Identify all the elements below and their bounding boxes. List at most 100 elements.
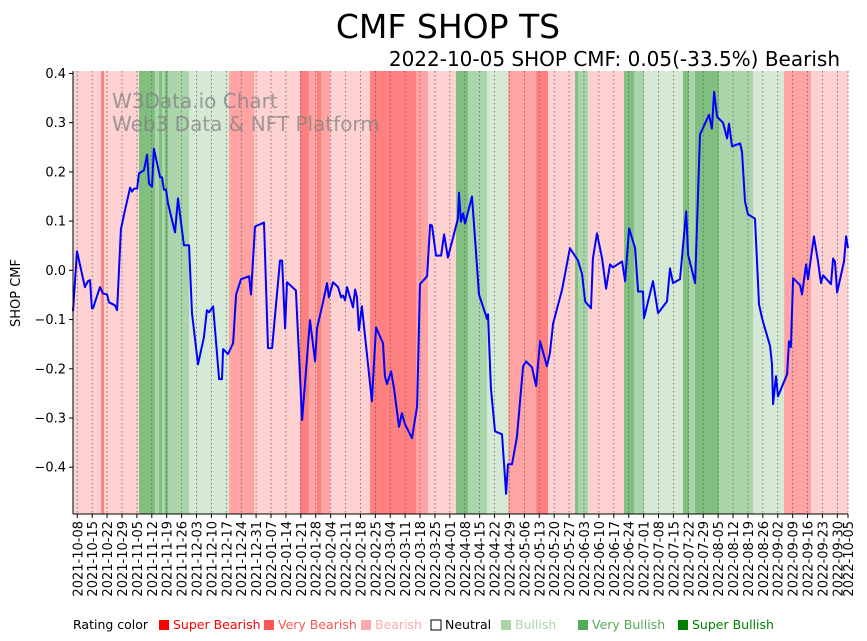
band-bearish — [588, 71, 625, 514]
legend-label-very-bearish: Very Bearish — [278, 617, 357, 632]
axes: 2021-10-08 2021-10-15 2021-10-22 2021-10-29… — [34, 67, 857, 597]
x-tick-label: 2021-11-26 — [176, 521, 191, 597]
x-tick-label: 2022-09-16 — [802, 521, 817, 597]
band-very-bearish — [507, 71, 537, 514]
x-tick-label: 2022-06-24 — [623, 521, 638, 597]
legend-label-bearish: Bearish — [375, 617, 422, 632]
x-tick-label: 2022-08-26 — [757, 521, 772, 597]
band-super-bullish — [456, 71, 469, 514]
legend-swatch-super-bearish — [159, 620, 169, 630]
x-tick-label: 2022-01-21 — [295, 521, 310, 597]
x-tick-label: 2022-03-25 — [429, 521, 444, 597]
legend-swatch-very-bullish — [578, 620, 588, 630]
x-tick-label: 2022-04-15 — [474, 521, 489, 597]
band-super-bullish — [139, 71, 156, 514]
band-bearish — [329, 71, 371, 514]
x-tick-label: 2022-06-17 — [608, 521, 623, 597]
x-tick-label: 2022-02-25 — [369, 521, 384, 597]
x-tick-label: 2022-02-04 — [325, 521, 340, 597]
x-tick-label: 2022-05-06 — [518, 521, 533, 597]
watermark-line-1: W3Data.io Chart — [112, 89, 278, 113]
band-super-bearish — [370, 71, 417, 514]
x-tick-label: 2022-01-28 — [310, 521, 325, 597]
band-very-bullish — [161, 71, 166, 514]
y-tick-label: 0.4 — [45, 67, 66, 82]
x-tick-label: 2022-07-22 — [682, 521, 697, 597]
x-tick-label: 2021-12-31 — [250, 521, 265, 597]
x-tick-label: 2022-04-22 — [489, 521, 504, 597]
x-tick-label: 2021-12-03 — [190, 521, 205, 597]
legend-label-bullish: Bullish — [515, 617, 556, 632]
legend-label-very-bullish: Very Bullish — [592, 617, 665, 632]
legend-swatch-very-bearish — [264, 620, 274, 630]
x-tick-label: 2021-11-19 — [161, 521, 176, 597]
x-tick-label: 2022-08-12 — [727, 521, 742, 597]
watermark-line-2: Web3 Data & NFT Platform — [112, 112, 380, 136]
x-tick-label: 2022-09-23 — [816, 521, 831, 597]
rating-bands — [73, 71, 849, 514]
legend: Rating color Super Bearish Very Bearish Be… — [73, 617, 774, 632]
legend-swatch-bullish — [501, 620, 511, 630]
x-tick-label: 2022-04-01 — [444, 521, 459, 597]
x-tick-label: 2021-11-05 — [131, 521, 146, 597]
x-tick-label: 2022-05-13 — [533, 521, 548, 597]
x-tick-label: 2022-07-15 — [667, 521, 682, 597]
x-tick-label: 2022-03-04 — [384, 521, 399, 597]
legend-swatch-bearish — [361, 620, 371, 630]
x-tick-label: 2022-09-02 — [772, 521, 787, 597]
x-tick-label: 2021-12-24 — [235, 521, 250, 597]
legend-title: Rating color — [73, 617, 149, 632]
band-super-bullish — [624, 71, 635, 514]
band-super-bullish — [159, 71, 163, 514]
x-tick-label: 2022-03-11 — [399, 521, 414, 597]
y-tick-label: 0.0 — [45, 264, 66, 279]
legend-label-super-bearish: Super Bearish — [173, 617, 261, 632]
band-super-bearish — [536, 71, 549, 514]
x-tick-label: 2022-10-05 — [842, 521, 857, 597]
x-tick-label: 2021-12-10 — [205, 521, 220, 597]
x-tick-label: 2021-10-15 — [86, 521, 101, 597]
legend-label-super-bullish: Super Bullish — [692, 617, 774, 632]
legend-label-neutral: Neutral — [445, 617, 491, 632]
x-tick-label: 2022-05-20 — [548, 521, 563, 597]
y-tick-label: −0.2 — [34, 362, 66, 377]
band-very-bearish — [416, 71, 429, 514]
band-very-bullish — [154, 71, 160, 514]
x-tick-label: 2022-09-09 — [787, 521, 802, 597]
legend-swatch-super-bullish — [678, 620, 688, 630]
y-tick-label: 0.2 — [45, 165, 66, 180]
x-tick-label: 2021-10-29 — [116, 521, 131, 597]
x-tick-label: 2022-08-05 — [712, 521, 727, 597]
y-tick-label: −0.4 — [34, 461, 66, 476]
x-tick-label: 2022-05-27 — [563, 521, 578, 597]
x-tick-label: 2021-10-08 — [71, 521, 86, 597]
y-tick-label: −0.3 — [34, 412, 66, 427]
x-tick-label: 2022-04-08 — [459, 521, 474, 597]
band-bearish — [73, 71, 102, 514]
band-super-bullish — [575, 71, 579, 514]
x-tick-label: 2022-03-18 — [414, 521, 429, 597]
y-tick-label: 0.1 — [45, 215, 66, 230]
y-tick-label: −0.1 — [34, 313, 66, 328]
band-very-bearish — [784, 71, 812, 514]
x-tick-label: 2021-11-12 — [146, 521, 161, 597]
x-tick-label: 2022-06-03 — [578, 521, 593, 597]
x-tick-label: 2022-02-11 — [340, 521, 355, 597]
band-very-bearish — [308, 71, 318, 514]
x-tick-label: 2022-06-10 — [593, 521, 608, 597]
x-tick-label: 2022-07-01 — [638, 521, 653, 597]
band-very-bullish — [467, 71, 488, 514]
band-bearish — [427, 71, 457, 514]
band-super-bearish — [316, 71, 322, 514]
band-bullish — [189, 71, 230, 514]
y-tick-label: 0.3 — [45, 116, 66, 131]
x-tick-label: 2022-07-29 — [697, 521, 712, 597]
band-super-bullish — [682, 71, 690, 514]
chart-title: CMF SHOP TS — [336, 7, 560, 46]
band-very-bullish — [167, 71, 190, 514]
x-tick-label: 2022-04-29 — [503, 521, 518, 597]
series-layer — [72, 90, 849, 495]
band-super-bearish — [299, 71, 310, 514]
legend-swatch-neutral — [430, 619, 442, 631]
chart-subtitle: 2022-10-05 SHOP CMF: 0.05(-33.5%) Bearis… — [389, 47, 840, 71]
